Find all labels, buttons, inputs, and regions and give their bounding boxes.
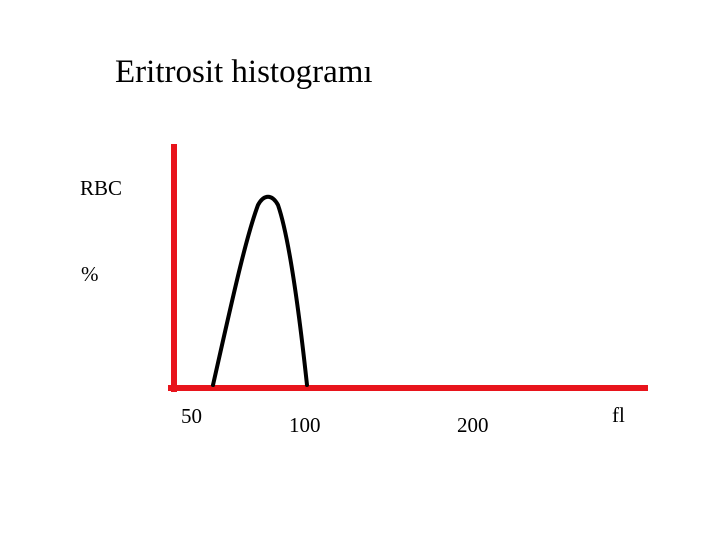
y-axis-label-rbc: RBC	[80, 176, 123, 200]
x-tick-50: 50	[181, 404, 202, 428]
x-axis-unit-label: fl	[612, 403, 625, 427]
x-tick-200: 200	[457, 413, 489, 437]
x-tick-100: 100	[289, 413, 321, 437]
distribution-curve	[211, 194, 309, 387]
y-axis-label-percent: %	[81, 262, 99, 286]
slide-title: Eritrosit histogramı	[115, 54, 373, 90]
